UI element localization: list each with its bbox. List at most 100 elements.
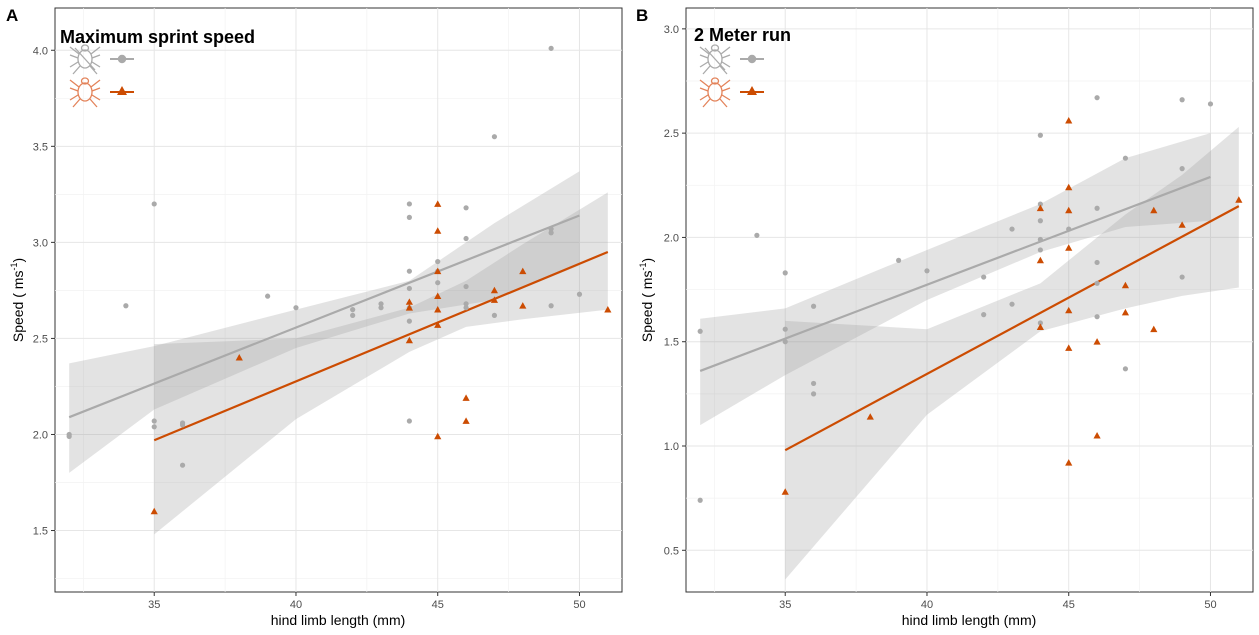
x-tick-label: 40 [921,599,933,611]
y-tick-label: 1.5 [664,337,679,349]
data-point [463,205,469,211]
data-point [406,318,412,324]
y-axis-title-main-a: Speed ( ms [10,271,26,343]
x-ticks-b: 35 40 45 50 [779,592,1217,611]
regression-line [699,175,1211,372]
data-point [491,134,498,140]
fit-lines-a [68,214,609,442]
data-point [1037,320,1043,326]
data-point [463,283,469,290]
legend-key-triangle [110,86,134,95]
data-point [1179,274,1185,280]
grid-a [55,8,622,592]
y-tick-label: 3.0 [33,237,48,249]
y-ticks-a: 1.5 2.0 2.5 3.0 3.5 4.0 [33,45,55,538]
legend-key-circle [740,54,764,64]
data-point [265,293,271,299]
y-tick-label: 2.0 [664,232,679,244]
y-axis-title-close-b: ) [639,258,655,263]
confidence-band [69,171,580,473]
data-point [981,312,987,318]
data-point [435,280,441,286]
legend-b [699,44,764,108]
data-point [463,301,469,307]
y-axis-title-sup-a: -1 [9,263,19,271]
data-point [1065,117,1073,124]
confidence-band [785,126,1239,580]
data-point [490,296,499,303]
data-point [1066,226,1072,232]
x-tick-label: 45 [1063,599,1075,611]
y-tick-label: 1.5 [33,526,48,538]
data-point [896,257,902,263]
data-point [1037,201,1043,207]
data-point [434,227,442,234]
x-axis-title-a: hind limb length (mm) [271,612,406,628]
y-axis-title-main-b: Speed ( ms [639,271,655,343]
x-axis-title-b: hind limb length (mm) [902,612,1037,628]
data-point [1036,256,1044,264]
y-tick-label: 4.0 [33,45,48,57]
data-point [1065,183,1073,191]
data-point [434,200,442,207]
panel-b: 35 40 45 50 0.5 1.0 1.5 2.0 2.5 3.0 B 2 Meter ru… [636,6,1254,628]
data-point [435,258,441,265]
data-point [151,201,157,207]
data-point [1037,132,1043,138]
y-tick-label: 3.0 [664,24,679,36]
data-point [1094,259,1100,266]
data-point [782,339,788,345]
data-point [981,274,987,280]
data-point [1094,205,1100,211]
data-point [866,413,874,420]
data-point [66,433,72,439]
data-point [1179,97,1185,103]
data-point [697,328,703,334]
data-point [576,291,583,297]
x-tick-label: 50 [573,599,585,611]
data-point [123,303,129,309]
data-point [1009,301,1015,307]
data-point [1065,306,1073,314]
confidence-bands-a [69,171,608,535]
data-point [1009,226,1015,232]
data-point [405,298,413,305]
y-ticks-b: 0.5 1.0 1.5 2.0 2.5 3.0 [664,24,686,557]
data-point [378,305,384,311]
data-point [179,422,186,428]
data-point [406,201,412,207]
data-point [1207,101,1214,107]
data-point [406,418,412,424]
regression-line [784,205,1240,452]
data-point [548,230,554,236]
data-point [1121,308,1130,316]
data-point [782,326,788,332]
data-point [1093,431,1101,439]
data-point [406,214,412,220]
y-tick-label: 1.0 [664,441,679,453]
data-point [697,497,703,503]
tick-icon-orange [69,77,101,108]
data-point [519,267,527,275]
data-point [1093,338,1101,345]
x-tick-label: 35 [779,599,791,611]
data-point [1094,314,1100,320]
data-points-a [66,45,612,515]
plot-area-a [54,7,623,593]
data-point [548,45,554,51]
confidence-band [154,192,608,535]
data-point [1065,206,1073,214]
data-point [491,312,498,318]
legend-key-triangle [740,86,764,95]
data-point [405,304,413,311]
data-point [406,285,412,292]
data-point [519,302,527,309]
y-axis-title-a: Speed ( ms-1) [9,258,26,342]
y-tick-label: 2.5 [664,128,679,140]
data-point [1036,323,1044,330]
data-point [1150,206,1158,214]
data-point [548,226,554,232]
regression-line [68,214,580,419]
y-tick-label: 0.5 [664,545,679,557]
